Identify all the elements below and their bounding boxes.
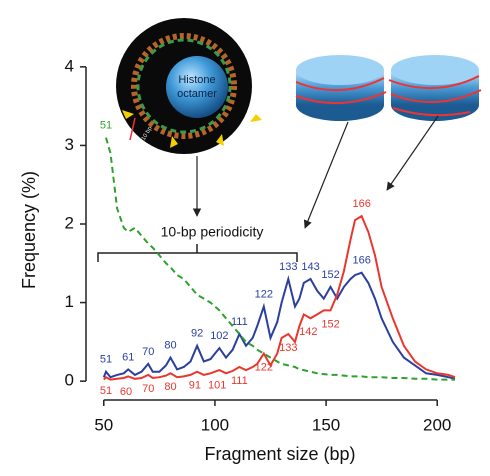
peak-label: 122 (255, 362, 273, 374)
peak-label: 152 (321, 318, 339, 330)
peak-label: 92 (191, 328, 203, 340)
peak-label: 80 (164, 339, 176, 351)
y-tick-label: 1 (65, 292, 74, 311)
peak-label: 102 (210, 330, 228, 342)
peak-label: 80 (164, 381, 176, 393)
octamer-label: octamer (177, 88, 217, 100)
peak-label: 133 (279, 261, 297, 273)
peak-label: 152 (321, 269, 339, 281)
x-tick-label: 100 (201, 415, 229, 434)
y-tick-label: 4 (65, 56, 74, 75)
peak-label: 122 (255, 288, 273, 300)
x-tick-label: 50 (94, 415, 113, 434)
y-tick-label: 0 (65, 371, 74, 390)
peak-label: 142 (299, 326, 317, 338)
x-tick-label: 150 (312, 415, 340, 434)
chart: Histone octamer 10 bp 10-bp periodicity … (0, 0, 490, 471)
peak-label: 111 (231, 375, 248, 387)
x-axis-label: Fragment size (bp) (204, 444, 355, 464)
peak-label: 70 (142, 383, 154, 395)
y-axis-label: Frequency (%) (19, 171, 39, 289)
octamer-label: Histone (178, 74, 215, 86)
peak-label: 133 (279, 342, 297, 354)
series-line (104, 273, 455, 379)
peak-label: 60 (120, 386, 132, 398)
peak-label: 166 (352, 198, 370, 210)
nucleosome-cylinder (389, 55, 481, 121)
peak-label: 91 (189, 380, 201, 392)
peak-label: 51 (100, 385, 112, 397)
peak-label: 101 (208, 380, 226, 392)
peak-label: 143 (301, 261, 319, 273)
peak-label: 51 (100, 119, 112, 131)
nucleosome-cylinder (296, 55, 386, 121)
nucleosome-illustration: Histone octamer 10 bp (116, 18, 262, 154)
peak-label: 61 (122, 351, 134, 363)
y-tick-label: 3 (65, 135, 74, 154)
periodicity-label: 10-bp periodicity (161, 224, 264, 240)
x-tick-label: 200 (423, 415, 451, 434)
peak-label: 70 (142, 346, 154, 358)
peak-label: 111 (231, 316, 248, 328)
peak-label: 166 (352, 255, 370, 267)
periodicity-bracket (98, 244, 297, 262)
peak-label: 51 (100, 354, 112, 366)
y-tick-label: 2 (65, 213, 74, 232)
